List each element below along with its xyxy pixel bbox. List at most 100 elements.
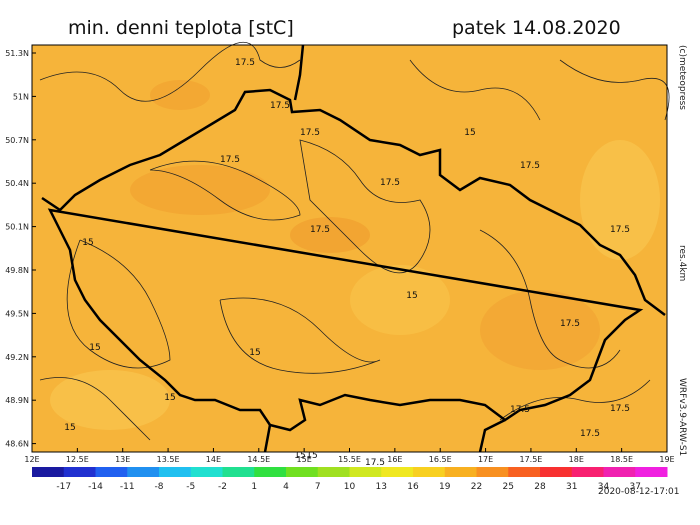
contour-label: 17.5 [510, 405, 530, 415]
lon-label: 14E [206, 455, 221, 464]
colorbar-bin [508, 467, 541, 477]
contour-label: 15 [82, 238, 93, 248]
lat-label: 48.9N [5, 396, 29, 405]
colorbar-label: 10 [344, 482, 356, 492]
lon-label: 12E [24, 455, 39, 464]
contour-label: 17.5 [235, 58, 255, 68]
contour-label: 17.5 [610, 404, 630, 414]
lon-label: 17.5E [519, 455, 542, 464]
borders [41, 44, 666, 453]
contour-label: 15 [306, 451, 317, 461]
lat-label: 50.4N [5, 179, 29, 188]
lon-label: 16E [387, 455, 402, 464]
colorbar-bin [159, 467, 192, 477]
lon-label: 16.5E [429, 455, 452, 464]
contour-label: 15 [464, 128, 475, 138]
lon-label: 13E [115, 455, 130, 464]
colorbar-bin [571, 467, 604, 477]
colorbar-label: -17 [56, 482, 71, 492]
contour-label: 17.5 [560, 319, 580, 329]
contour-label: 17.5 [380, 178, 400, 188]
field-patch [130, 165, 270, 215]
lat-label: 51N [13, 92, 29, 101]
colorbar-label: 25 [503, 482, 514, 492]
colorbar-bin [254, 467, 287, 477]
colorbar-bin [381, 467, 414, 477]
map-area [31, 42, 670, 453]
lat-label: 50.1N [5, 223, 29, 232]
contour-label: 15 [64, 423, 75, 433]
contour-label: 15 [294, 451, 305, 461]
field-patch [480, 290, 600, 370]
contour-label: 17.5 [520, 161, 540, 171]
colorbar-bin [317, 467, 350, 477]
colorbar-label: -2 [218, 482, 227, 492]
lat-label: 48.6N [5, 440, 29, 449]
contour-label: 17.5 [365, 458, 385, 468]
colorbar-label: 22 [471, 482, 482, 492]
colorbar-label: 13 [376, 482, 387, 492]
contour-label: 17.5 [300, 128, 320, 138]
colorbar-bin [444, 467, 477, 477]
colorbar-bin [32, 467, 65, 477]
contour-label: 15 [89, 343, 100, 353]
colorbar-label: -11 [120, 482, 135, 492]
lon-label: 19E [659, 455, 674, 464]
contour-label: 15 [249, 348, 260, 358]
lon-label: 14.5E [247, 455, 270, 464]
lon-label: 15.5E [338, 455, 361, 464]
contour-label: 17.5 [310, 225, 330, 235]
field-patch [580, 140, 660, 260]
colorbar-label: -5 [186, 482, 195, 492]
lat-label: 49.2N [5, 353, 29, 362]
colorbar-bin [603, 467, 636, 477]
lon-label: 18E [569, 455, 584, 464]
colorbar-label: -14 [88, 482, 103, 492]
field-patch [150, 80, 210, 110]
colorbar-bin [190, 467, 223, 477]
colorbar-bin [222, 467, 255, 477]
lat-label: 51.3N [5, 49, 29, 58]
colorbar-label: -8 [155, 482, 164, 492]
contour-label: 17.5 [610, 225, 630, 235]
colorbar-bin [635, 467, 668, 477]
colorbar-label: 4 [283, 482, 289, 492]
resolution: res.4km [677, 245, 687, 281]
colorbar-bin [349, 467, 382, 477]
colorbar-label: 7 [315, 482, 321, 492]
map-title: min. denni teplota [stC] [68, 17, 294, 39]
colorbar-bin [127, 467, 160, 477]
colorbar-label: 19 [439, 482, 451, 492]
field-patch [350, 265, 450, 335]
colorbar-label: 28 [534, 482, 546, 492]
colorbar-bin [540, 467, 573, 477]
colorbar-label: 31 [566, 482, 577, 492]
lon-label: 13.5E [157, 455, 180, 464]
run-time: 2020-08-12-17:01 [598, 487, 680, 497]
lat-label: 50.7N [5, 136, 29, 145]
colorbar-label: 16 [407, 482, 419, 492]
colorbar-label: 1 [251, 482, 257, 492]
lat-label: 49.8N [5, 266, 29, 275]
model: WRFv3.9-ARW-S1 [677, 378, 687, 456]
contour-label: 15 [164, 393, 175, 403]
contour-label: 17.5 [220, 155, 240, 165]
colorbar-bin [476, 467, 509, 477]
colorbar-bin [63, 467, 96, 477]
lon-label: 17E [478, 455, 493, 464]
field-patch [290, 217, 370, 253]
contour-label: 17.5 [580, 429, 600, 439]
contour-label: 15 [406, 291, 417, 301]
colorbar-bin [95, 467, 128, 477]
colorbar-label: 37 [630, 482, 641, 492]
colorbar-label: 34 [598, 482, 610, 492]
colorbar-bin [413, 467, 446, 477]
lat-label: 49.5N [5, 309, 29, 318]
lon-label: 18.5E [610, 455, 633, 464]
colorbar-bin [286, 467, 319, 477]
contour-label: 17.5 [270, 101, 290, 111]
lon-label: 12.5E [66, 455, 89, 464]
credit: (c)meteopress [677, 45, 687, 110]
map-date: patek 14.08.2020 [452, 17, 621, 39]
